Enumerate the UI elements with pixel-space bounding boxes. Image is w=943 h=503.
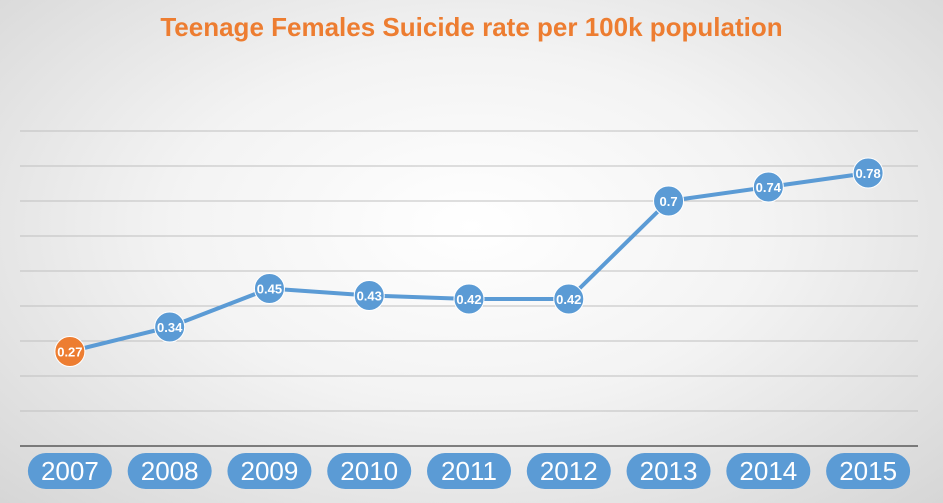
x-tick-pill	[826, 453, 911, 489]
data-point	[852, 157, 884, 189]
x-tick-label: 2011	[441, 456, 497, 486]
x-tick-label: 2007	[41, 456, 99, 486]
data-point	[154, 311, 186, 343]
data-label: 0.34	[157, 320, 183, 335]
chart-title: Teenage Females Suicide rate per 100k po…	[160, 12, 783, 42]
x-tick-pill	[227, 453, 312, 489]
data-label: 0.78	[855, 166, 880, 181]
data-label: 0.74	[756, 180, 782, 195]
data-label: 0.45	[257, 282, 282, 297]
x-tick-pill	[626, 453, 711, 489]
data-point	[653, 185, 685, 217]
x-tick-label: 2008	[141, 456, 199, 486]
data-point	[54, 336, 86, 367]
series-line	[67, 171, 871, 354]
x-tick-pill	[726, 453, 811, 489]
x-tick-pill	[526, 453, 611, 489]
data-label: 0.42	[556, 292, 581, 307]
data-label: 0.42	[456, 292, 481, 307]
x-tick-pill	[27, 453, 112, 489]
x-tick-pill	[327, 453, 412, 489]
data-point	[253, 273, 285, 304]
data-point	[353, 280, 385, 311]
x-tick-label: 2012	[540, 456, 598, 486]
x-tick-pill	[427, 453, 511, 489]
data-label: 0.27	[57, 345, 82, 360]
x-tick-label: 2015	[839, 456, 897, 486]
x-tick-label: 2010	[340, 456, 398, 486]
data-point	[453, 283, 485, 315]
x-tick-label: 2009	[241, 456, 299, 486]
x-tick-label: 2014	[739, 456, 797, 486]
data-point	[553, 283, 585, 315]
data-label: 0.43	[357, 289, 382, 304]
x-tick-pill	[127, 453, 212, 489]
x-tick-label: 2013	[640, 456, 698, 486]
data-label: 0.7	[660, 194, 678, 209]
data-point	[752, 171, 784, 203]
